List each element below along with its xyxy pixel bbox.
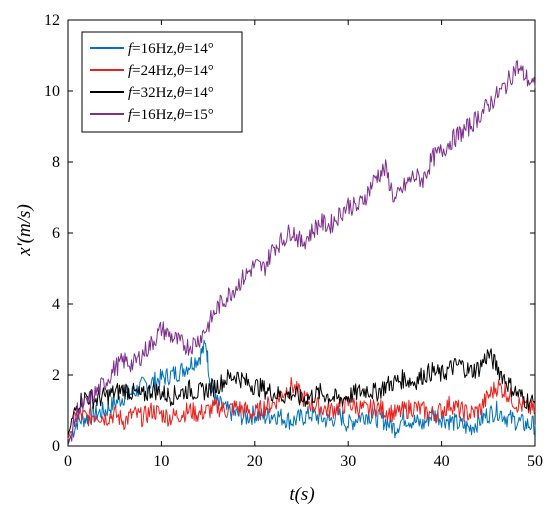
series-line-1 — [67, 339, 536, 443]
legend-entry-part: f — [128, 63, 134, 79]
y-tick-label: 8 — [52, 154, 60, 171]
x-tick-label: 0 — [64, 453, 72, 470]
axes: 0 10 20 30 40 50 0 2 4 6 8 10 12 — [44, 12, 543, 470]
x-tick-label: 40 — [434, 453, 450, 470]
legend-entry-part: f — [128, 41, 134, 57]
y-axis-label: x'(m/s) — [14, 204, 35, 257]
legend-entry-part: =32Hz, — [132, 85, 177, 101]
legend-entry-part: =14° — [184, 63, 213, 79]
legend-entry: f=16Hz,θ=15° — [128, 107, 214, 123]
legend: f=16Hz,θ=14°f=24Hz,θ=14°f=32Hz,θ=14°f=16… — [81, 31, 243, 133]
series-line-4 — [67, 60, 536, 445]
legend-entry-part: f — [128, 85, 134, 101]
legend-entry: f=24Hz,θ=14° — [128, 63, 214, 79]
legend-entry-part: =16Hz, — [132, 107, 177, 123]
y-tick-label: 6 — [52, 225, 60, 242]
legend-entry-part: =14° — [184, 41, 213, 57]
x-tick-label: 20 — [247, 453, 263, 470]
legend-entry-part: θ — [177, 107, 185, 123]
legend-entry-part: f — [128, 107, 134, 123]
legend-entry: f=16Hz,θ=14° — [128, 41, 214, 57]
legend-entry-part: θ — [177, 63, 185, 79]
x-tick-label: 50 — [527, 453, 543, 470]
series-layer — [67, 60, 536, 445]
series-line-3 — [67, 348, 536, 436]
legend-entry: f=32Hz,θ=14° — [128, 85, 214, 101]
legend-entry-part: =14° — [184, 85, 213, 101]
x-axis-label: t(s) — [289, 484, 314, 505]
y-tick-label: 2 — [52, 367, 60, 384]
x-tick-label: 10 — [153, 453, 169, 470]
y-tick-label: 10 — [44, 83, 60, 100]
y-tick-label: 12 — [44, 12, 60, 29]
y-tick-label: 0 — [52, 438, 60, 455]
legend-entry-part: =16Hz, — [132, 41, 177, 57]
y-tick-label: 4 — [52, 296, 60, 313]
legend-entry-part: θ — [177, 41, 185, 57]
legend-entry-part: =15° — [184, 107, 213, 123]
legend-entry-part: =24Hz, — [132, 63, 177, 79]
series-line-2 — [67, 376, 536, 440]
legend-entry-part: θ — [177, 85, 185, 101]
x-tick-label: 30 — [340, 453, 356, 470]
